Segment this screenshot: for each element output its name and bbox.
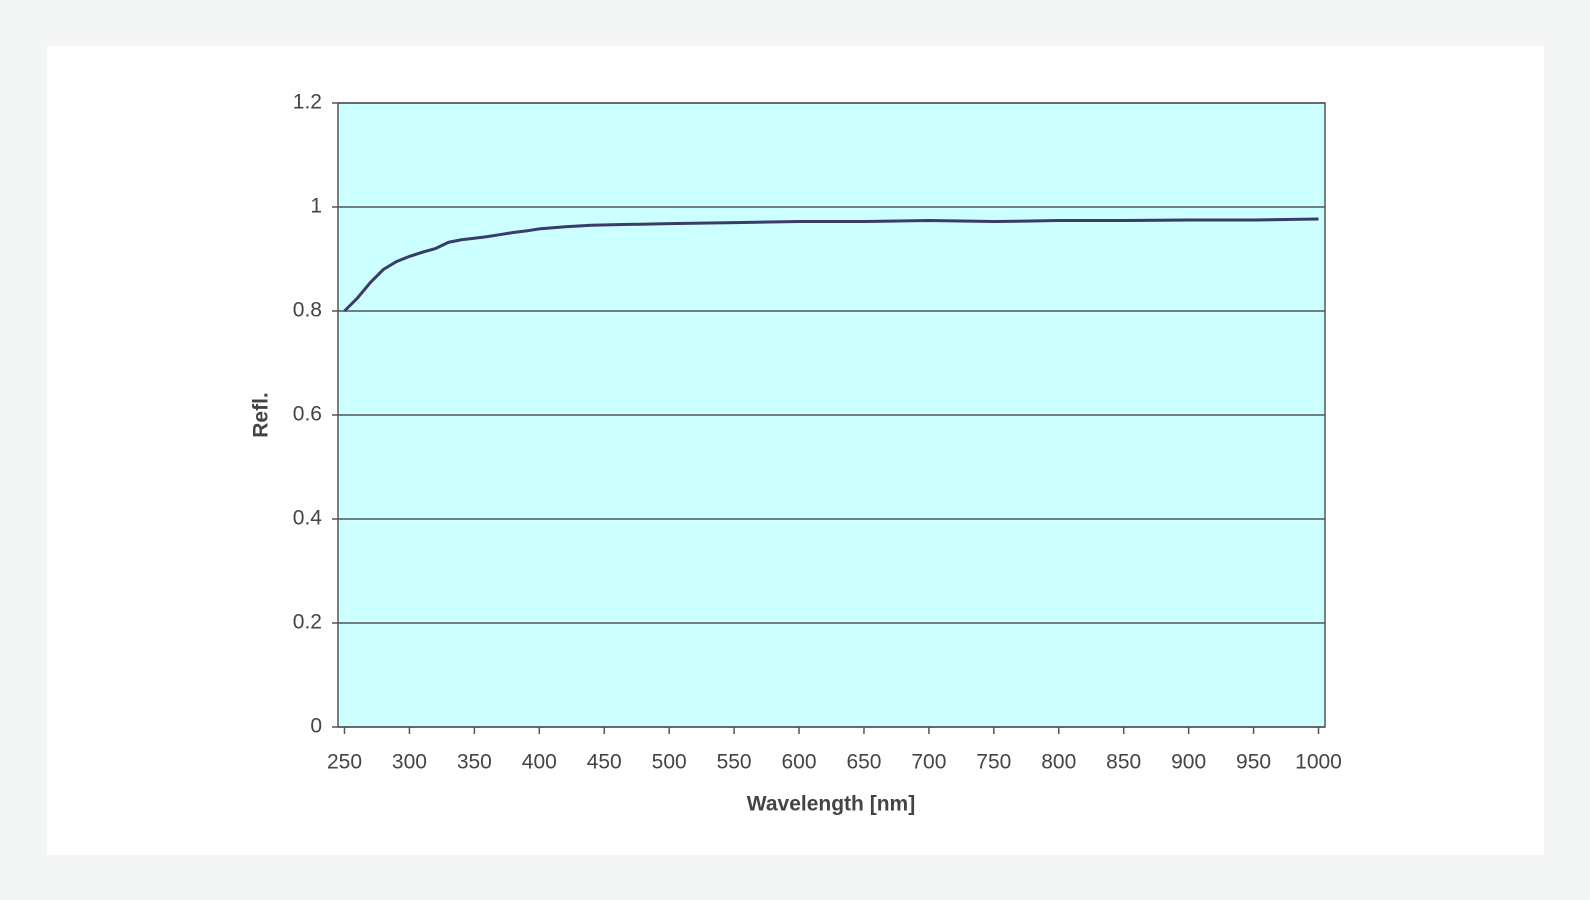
x-tick-label: 250 <box>327 751 362 774</box>
x-tick-label: 500 <box>652 751 687 774</box>
y-axis-title: Refl. <box>250 392 273 438</box>
x-tick-label: 900 <box>1171 751 1206 774</box>
y-tick-label: 1.2 <box>293 91 322 114</box>
y-tick-label: 0.8 <box>293 299 322 322</box>
x-tick-label: 600 <box>782 751 817 774</box>
x-tick-label: 450 <box>587 751 622 774</box>
data-line <box>343 217 1319 313</box>
x-tick-label: 800 <box>1041 751 1076 774</box>
y-tick-label: 0.4 <box>293 507 323 530</box>
y-tick-label: 1 <box>310 195 322 218</box>
y-tick-label: 0.6 <box>293 403 322 426</box>
x-tick-label: 300 <box>392 751 427 774</box>
x-tick-label: 400 <box>522 751 557 774</box>
x-tick-label: 650 <box>846 751 881 774</box>
x-tick-label: 350 <box>457 751 492 774</box>
x-tick-label: 850 <box>1106 751 1141 774</box>
x-tick-label: 550 <box>717 751 752 774</box>
x-tick-label: 700 <box>911 751 946 774</box>
plot-border <box>337 102 1326 728</box>
y-tick-label: 0 <box>310 715 322 738</box>
x-tick-label: 750 <box>976 751 1011 774</box>
x-tick-label: 950 <box>1236 751 1271 774</box>
x-axis-title: Wavelength [nm] <box>747 793 915 816</box>
x-tick-label: 1000 <box>1295 751 1342 774</box>
y-tick-label: 0.2 <box>293 611 322 634</box>
